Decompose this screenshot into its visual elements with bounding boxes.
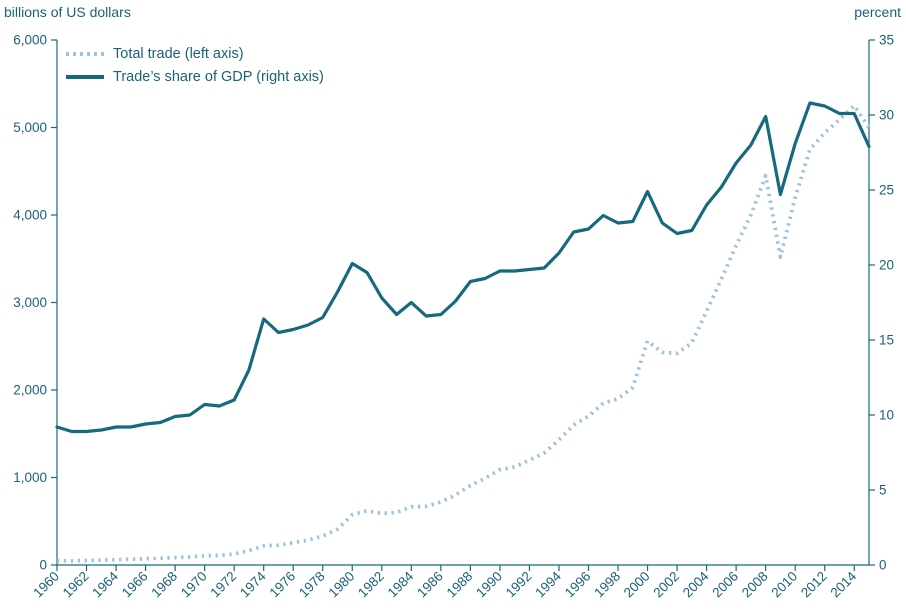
x-tick-label: 1992 (503, 569, 535, 601)
x-tick-label: 1996 (562, 569, 594, 601)
x-tick-label: 1964 (89, 568, 121, 600)
x-tick-label: 1998 (591, 569, 623, 601)
axis-frame (56, 40, 870, 566)
right-tick-label: 0 (879, 558, 887, 573)
x-tick-label: 1990 (473, 569, 505, 601)
y-axis-left: 0 1,000 2,000 3,000 4,000 5,000 6,000 (13, 33, 57, 573)
left-tick-label: 4,000 (13, 208, 47, 223)
right-tick-label: 20 (879, 258, 894, 273)
x-tick-label: 2012 (798, 569, 830, 601)
legend-label-gdp-share: Trade’s share of GDP (right axis) (113, 69, 324, 85)
x-tick-label: 2000 (621, 569, 653, 601)
gdp-share-line-swatch (66, 75, 104, 79)
x-tick-label: 1966 (119, 569, 151, 601)
x-axis: 1960196219641966196819701972197419761978… (30, 565, 860, 601)
x-tick-label: 1984 (385, 568, 417, 600)
x-tick-label: 1972 (207, 569, 239, 601)
gdp-share-line (55, 101, 871, 434)
legend-item-total-trade: Total trade (left axis) (66, 46, 324, 62)
x-tick-label: 1962 (60, 569, 92, 601)
left-tick-label: 6,000 (13, 33, 47, 48)
x-tick-label: 1978 (296, 569, 328, 601)
x-tick-label: 2006 (709, 569, 741, 601)
x-tick-label: 2014 (828, 568, 860, 600)
x-tick-label: 2008 (739, 569, 771, 601)
x-tick-label: 2004 (680, 568, 712, 600)
right-tick-label: 30 (879, 108, 894, 123)
x-tick-label: 1980 (326, 569, 358, 601)
x-tick-label: 2010 (768, 569, 800, 601)
right-tick-label: 15 (879, 333, 894, 348)
right-axis-title: percent (854, 4, 901, 20)
x-tick-label: 1974 (237, 568, 269, 600)
total-trade-line-swatch (66, 52, 104, 56)
x-tick-label: 1982 (355, 569, 387, 601)
left-tick-label: 0 (39, 558, 47, 573)
legend: Total trade (left axis) Trade’s share of… (66, 46, 324, 85)
left-tick-label: 1,000 (13, 470, 47, 485)
legend-item-gdp-share: Trade’s share of GDP (right axis) (66, 69, 324, 85)
x-tick-label: 1994 (532, 568, 564, 600)
left-tick-label: 2,000 (13, 383, 47, 398)
right-tick-label: 10 (879, 408, 894, 423)
x-tick-label: 1968 (148, 569, 180, 601)
legend-label-total-trade: Total trade (left axis) (113, 46, 244, 62)
total-trade-line (56, 103, 871, 563)
left-tick-label: 3,000 (13, 295, 47, 310)
right-tick-label: 25 (879, 183, 894, 198)
right-tick-label: 35 (879, 33, 894, 48)
x-tick-label: 1988 (444, 569, 476, 601)
left-axis-title: billions of US dollars (4, 4, 131, 20)
x-tick-label: 1970 (178, 569, 210, 601)
left-tick-label: 5,000 (13, 120, 47, 135)
y-axis-right: 0 5 10 15 20 25 30 35 (869, 33, 894, 573)
x-tick-label: 2002 (650, 569, 682, 601)
x-tick-label: 1960 (30, 569, 62, 601)
x-tick-label: 1976 (266, 569, 298, 601)
x-tick-label: 1986 (414, 569, 446, 601)
right-tick-label: 5 (879, 483, 887, 498)
